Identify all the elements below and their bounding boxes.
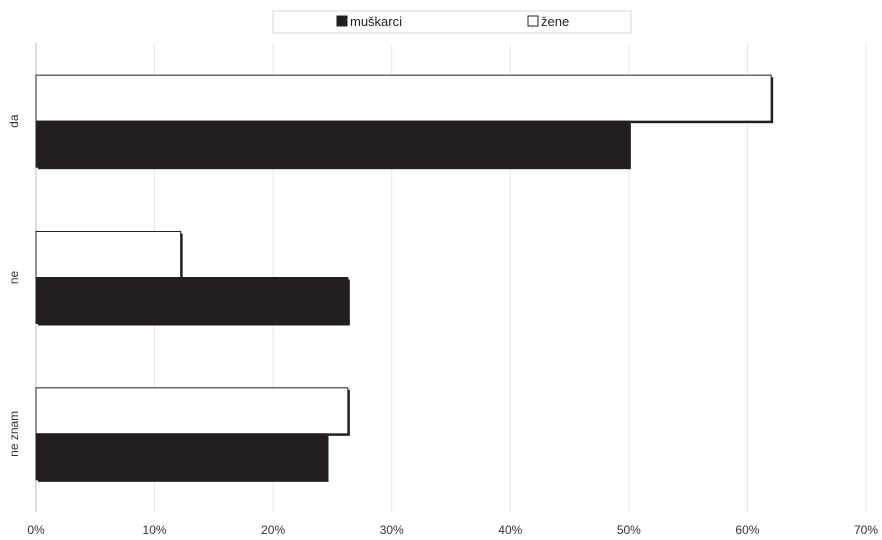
x-tick-label: 70% <box>854 523 878 537</box>
legend-box <box>272 10 632 34</box>
bar-zene-0 <box>35 74 772 122</box>
category-axis: da ne ne znam <box>7 114 21 457</box>
legend-label: muškarci <box>350 14 402 29</box>
category-label: ne <box>7 271 21 285</box>
x-axis: 0% 10% 20% 30% 40% 50% 60% 70% <box>27 523 878 537</box>
bar-muskarci-0 <box>35 120 630 168</box>
x-tick-label: 60% <box>735 523 759 537</box>
x-tick-label: 40% <box>498 523 522 537</box>
legend: muškarci žene <box>272 10 632 34</box>
x-tick-label: 50% <box>617 523 641 537</box>
legend-label: žene <box>541 14 569 29</box>
category-label: da <box>7 114 21 128</box>
bar-zene-1 <box>35 231 182 278</box>
bars <box>35 74 774 482</box>
x-tick-label: 0% <box>27 523 45 537</box>
bar-muskarci-2 <box>35 433 327 481</box>
x-tick-label: 30% <box>380 523 404 537</box>
category-label: ne znam <box>7 411 21 457</box>
x-tick-label: 10% <box>143 523 167 537</box>
legend-swatch <box>527 15 539 27</box>
legend-swatch <box>336 15 348 27</box>
bar-muskarci-1 <box>35 277 349 324</box>
x-tick-label: 20% <box>261 523 285 537</box>
bar-zene-2 <box>35 387 349 435</box>
